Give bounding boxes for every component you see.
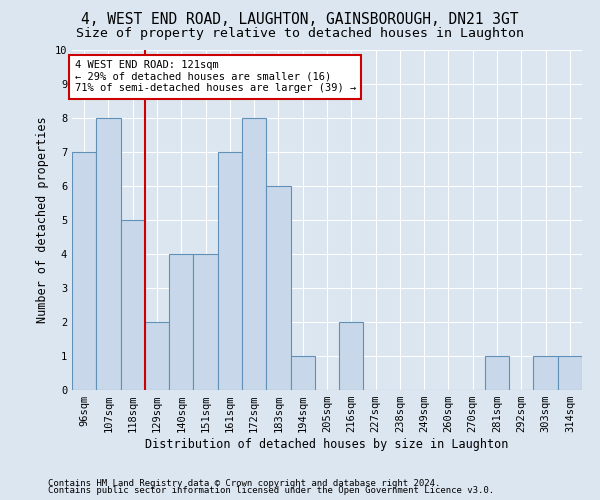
Bar xyxy=(218,152,242,390)
Bar xyxy=(290,356,315,390)
Bar xyxy=(266,186,290,390)
X-axis label: Distribution of detached houses by size in Laughton: Distribution of detached houses by size … xyxy=(145,438,509,451)
Bar xyxy=(121,220,145,390)
Y-axis label: Number of detached properties: Number of detached properties xyxy=(36,116,49,324)
Text: Contains HM Land Registry data © Crown copyright and database right 2024.: Contains HM Land Registry data © Crown c… xyxy=(48,478,440,488)
Bar xyxy=(485,356,509,390)
Bar xyxy=(145,322,169,390)
Text: 4 WEST END ROAD: 121sqm
← 29% of detached houses are smaller (16)
71% of semi-de: 4 WEST END ROAD: 121sqm ← 29% of detache… xyxy=(74,60,356,94)
Text: Contains public sector information licensed under the Open Government Licence v3: Contains public sector information licen… xyxy=(48,486,494,495)
Bar xyxy=(339,322,364,390)
Text: 4, WEST END ROAD, LAUGHTON, GAINSBOROUGH, DN21 3GT: 4, WEST END ROAD, LAUGHTON, GAINSBOROUGH… xyxy=(81,12,519,28)
Bar xyxy=(533,356,558,390)
Bar xyxy=(558,356,582,390)
Text: Size of property relative to detached houses in Laughton: Size of property relative to detached ho… xyxy=(76,28,524,40)
Bar xyxy=(193,254,218,390)
Bar xyxy=(242,118,266,390)
Bar xyxy=(72,152,96,390)
Bar xyxy=(169,254,193,390)
Bar xyxy=(96,118,121,390)
